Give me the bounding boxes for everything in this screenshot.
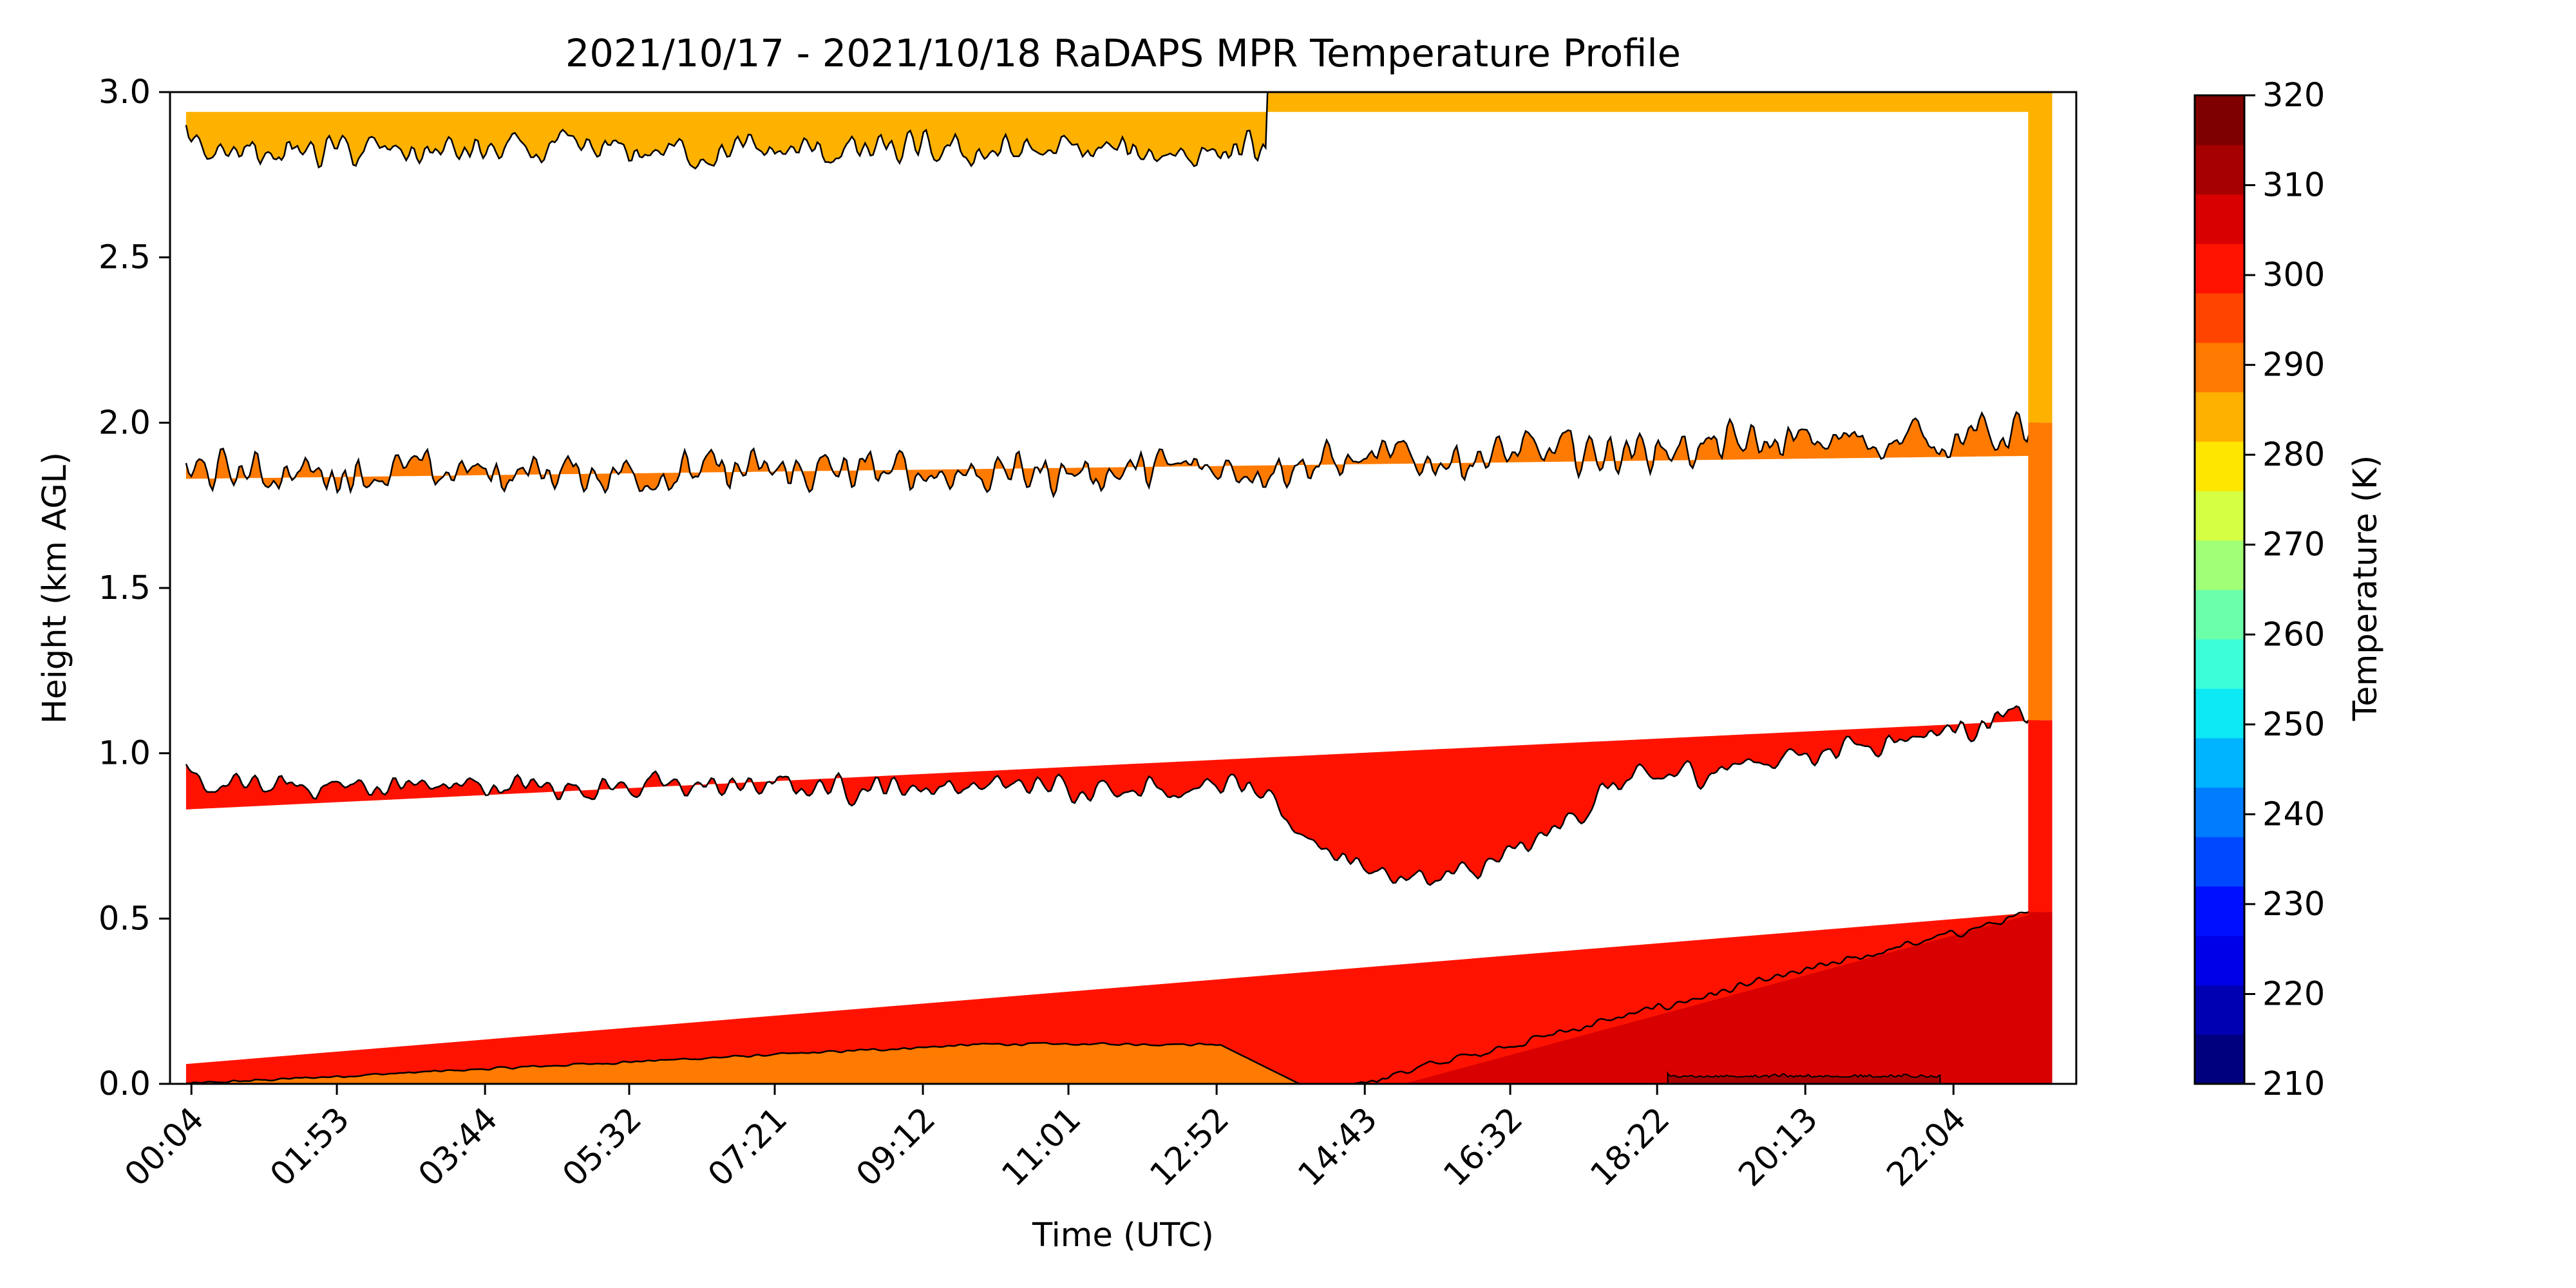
x-axis-label: Time (UTC) (1032, 1217, 1214, 1255)
colorbar-swatch (2195, 491, 2244, 541)
colorbar-swatch (2195, 540, 2244, 591)
contour-3km-line (185, 92, 1269, 170)
y-tick-label: 3.0 (99, 73, 151, 111)
y-tick-label: 0.5 (99, 900, 151, 938)
contour-1km-fill (185, 690, 2041, 886)
edge-strip-3 (2028, 92, 2052, 423)
edge-strip-2 (2028, 422, 2052, 721)
colorbar-tick-label: 280 (2262, 436, 2325, 474)
y-axis-label: Height (km AGL) (36, 452, 74, 724)
colorbar-tick-label: 270 (2262, 526, 2325, 564)
x-tick-label: 20:13 (1732, 1100, 1826, 1194)
colorbar-tick-label: 220 (2262, 975, 2325, 1013)
colorbar-swatch (2195, 787, 2244, 837)
contour-3km-fill (185, 92, 2040, 169)
x-tick-label: 12:52 (1143, 1100, 1237, 1194)
contour-line-low (185, 909, 2041, 1084)
colorbar-swatch (2195, 342, 2244, 393)
colorbar-swatch (2195, 589, 2244, 639)
x-tick-label: 05:32 (556, 1100, 650, 1194)
contour-fill-yellow-low (185, 1043, 1300, 1084)
colorbar-tick-label: 230 (2262, 886, 2325, 923)
colorbar-frame (2193, 94, 2246, 1085)
edge-strip-1 (2028, 720, 2052, 913)
colorbar: 210 220 230 240 250 260 270 280 290 300 310 320 (2193, 77, 2325, 1103)
colorbar-swatch (2195, 688, 2244, 739)
colorbar-tick-label: 250 (2262, 706, 2325, 744)
contour-fill-orange-low (1403, 912, 2040, 1084)
x-tick-label: 16:32 (1437, 1100, 1531, 1194)
x-tick-label: 22:04 (1880, 1100, 1974, 1194)
colorbar-tick-label: 210 (2262, 1065, 2325, 1103)
colorbar-swatch (2195, 985, 2244, 1035)
x-tick-label: 09:12 (849, 1100, 943, 1194)
colorbar-swatch (2195, 1034, 2244, 1084)
x-tick-label: 07:21 (701, 1100, 795, 1194)
contour-2km-fill (185, 412, 2041, 497)
colorbar-tick-label: 310 (2262, 167, 2325, 205)
colorbar-swatch (2195, 441, 2244, 491)
colorbar-tick-label: 320 (2262, 77, 2325, 115)
colorbar-tick-label: 290 (2262, 346, 2325, 384)
colorbar-label: Temperature (K) (2347, 455, 2385, 722)
x-axis: 00:04 01:53 03:44 05:32 07:21 09:12 11:01 12:52… (118, 1084, 1974, 1194)
colorbar-swatch (2195, 95, 2244, 146)
y-tick-label: 2.5 (99, 239, 151, 277)
colorbar-swatch (2195, 194, 2244, 244)
colorbar-swatch (2195, 886, 2244, 936)
colorbar-swatch (2195, 144, 2244, 195)
x-tick-label: 18:22 (1584, 1100, 1678, 1194)
colorbar-swatch (2195, 737, 2244, 788)
colorbar-tick-label: 260 (2262, 616, 2325, 654)
contour-fill-warm-spot (1667, 1071, 1941, 1084)
x-tick-label: 03:44 (412, 1100, 506, 1194)
chart-title: 2021/10/17 - 2021/10/18 RaDAPS MPR Tempe… (565, 31, 1681, 75)
y-tick-label: 1.0 (99, 735, 151, 773)
colorbar-swatch (2195, 639, 2244, 689)
edge-strip-0 (2028, 912, 2052, 1084)
x-tick-label: 11:01 (995, 1100, 1089, 1194)
plot-area (185, 92, 2052, 1084)
contour-2km-line (185, 411, 2041, 498)
colorbar-swatch (2195, 935, 2244, 986)
y-tick-label: 0.0 (99, 1065, 151, 1103)
y-tick-label: 2.0 (99, 404, 151, 442)
colorbar-swatch (2195, 392, 2244, 442)
colorbar-tick-label: 240 (2262, 795, 2325, 833)
contour-1km-line (185, 690, 2041, 886)
x-tick-label: 14:43 (1291, 1100, 1385, 1194)
y-tick-label: 1.5 (99, 569, 151, 607)
colorbar-tick-label: 300 (2262, 256, 2325, 294)
x-tick-label: 00:04 (118, 1100, 212, 1194)
y-axis: 0.0 0.5 1.0 1.5 2.0 2.5 3.0 (99, 73, 170, 1103)
x-tick-label: 01:53 (263, 1100, 357, 1194)
colorbar-swatch (2195, 243, 2244, 294)
colorbar-swatch (2195, 837, 2244, 887)
colorbar-swatch (2195, 293, 2244, 343)
